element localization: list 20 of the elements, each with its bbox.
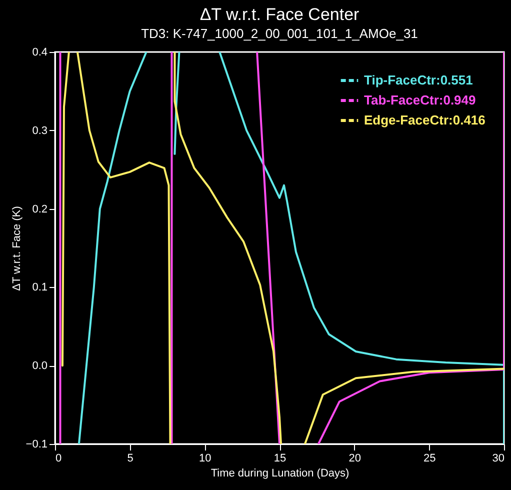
chart-subtitle: TD3: K-747_1000_2_00_001_101_1_AMOe_31	[141, 26, 418, 41]
chart-title: ΔT w.r.t. Face Center	[200, 5, 360, 24]
x-tick-label: 10	[199, 452, 212, 464]
x-tick-label: 30	[492, 452, 504, 464]
x-axis-title: Time during Lunation (Days)	[210, 468, 350, 480]
x-tick-label: 15	[274, 452, 286, 464]
y-tick-label: 0.4	[32, 46, 48, 58]
legend-label: Tip-FaceCtr:0.551	[364, 72, 473, 88]
legend-label: Tab-FaceCtr:0.949	[364, 92, 476, 108]
y-tick-label: 0.2	[32, 203, 48, 216]
legend-label: Edge-FaceCtr:0.416	[364, 112, 486, 128]
y-tick-label: 0.3	[32, 124, 48, 137]
x-tick-label: 25	[424, 452, 436, 464]
y-axis-title: ΔT w.r.t. Face (K)	[10, 206, 23, 291]
x-tick-label: 5	[127, 452, 134, 464]
x-tick-label: 20	[348, 452, 361, 464]
y-tick-label: 0.1	[32, 282, 48, 294]
y-tick-label: 0.0	[32, 360, 48, 372]
x-tick-label: 0	[56, 452, 62, 464]
y-tick-label: −0.1	[26, 438, 48, 450]
